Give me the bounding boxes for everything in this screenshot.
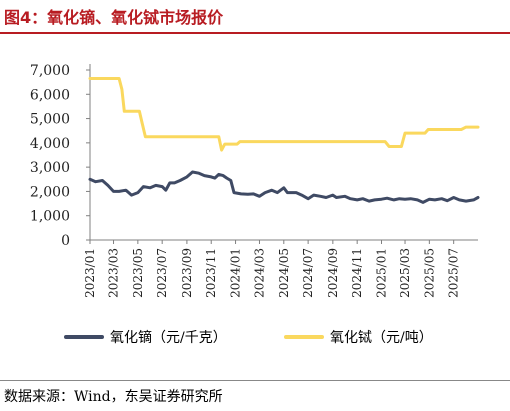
y-tick-label: 2,000: [30, 184, 70, 200]
legend-swatch-terbium: [284, 335, 324, 339]
x-tick-label: 2024/01: [229, 248, 243, 298]
x-tick-label: 2025/07: [447, 248, 461, 298]
y-tick-label: 6,000: [30, 87, 70, 103]
x-tick-label: 2023/05: [131, 248, 145, 298]
y-tick-label: 5,000: [30, 112, 70, 128]
y-tick-label: 0: [61, 233, 70, 249]
x-tick-label: 2024/03: [252, 248, 266, 298]
x-tick-label: 2024/11: [350, 248, 364, 298]
x-tick-label: 2025/01: [374, 248, 388, 298]
x-tick-label: 2025/05: [422, 248, 436, 298]
y-tick-label: 3,000: [30, 160, 70, 176]
legend-item-terbium: 氧化铽（元/吨）: [284, 327, 433, 347]
title-divider: [0, 32, 510, 34]
x-tick-label: 2023/07: [155, 248, 169, 298]
legend-label-terbium: 氧化铽（元/吨）: [330, 330, 433, 346]
y-tick-label: 7,000: [30, 63, 70, 79]
x-tick-label: 2024/07: [301, 248, 315, 298]
footer-divider: [0, 380, 510, 381]
source-note: 数据来源：Wind，东吴证券研究所: [4, 389, 223, 405]
x-tick-label: 2023/01: [83, 248, 97, 298]
y-tick-label: 1,000: [30, 209, 70, 225]
series-line-terbium: [88, 77, 480, 152]
x-tick-label: 2024/09: [326, 248, 340, 298]
x-tick-label: 2023/09: [180, 248, 194, 298]
x-tick-label: 2024/05: [277, 248, 291, 298]
x-tick-label: 2023/03: [107, 248, 121, 298]
legend-swatch-dysprosium: [64, 335, 104, 339]
series-line-dysprosium: [88, 170, 480, 204]
line-chart: 0 1,000 2,000 3,000 4,000 5,000 6,000 7,000 2023…: [30, 63, 480, 298]
chart-title: 图4：氧化镝、氧化铽市场报价: [4, 8, 224, 27]
legend-label-dysprosium: 氧化镝（元/千克）: [110, 330, 227, 346]
legend-item-dysprosium: 氧化镝（元/千克）: [64, 327, 227, 347]
y-tick-label: 4,000: [30, 136, 70, 152]
x-tick-label: 2025/03: [398, 248, 412, 298]
axes: 0 1,000 2,000 3,000 4,000 5,000 6,000 7,000 2023…: [30, 63, 478, 298]
x-tick-label: 2023/11: [204, 248, 218, 298]
series-lines: [88, 77, 480, 204]
